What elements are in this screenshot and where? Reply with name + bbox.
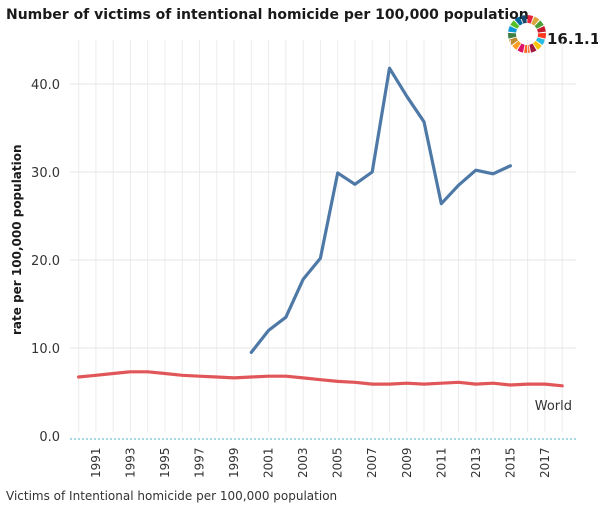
- sdg-wheel-segment: [508, 37, 519, 45]
- sdg-wheel-segment: [533, 40, 542, 50]
- x-tick-label: 2015: [503, 447, 517, 478]
- sdg-wheel-segment: [537, 32, 546, 39]
- y-tick-label: 20.0: [31, 254, 60, 269]
- x-tick-label: 1991: [89, 447, 103, 478]
- y-tick-label: 40.0: [31, 78, 60, 93]
- series-line: [76, 370, 564, 388]
- sdg-wheel-segment: [520, 15, 527, 24]
- x-tick-label: 2017: [538, 447, 552, 478]
- sdg-indicator-code: 16.1.1: [547, 30, 598, 48]
- sdg-wheel-segment: [517, 43, 525, 53]
- sdg-wheel-segment: [535, 37, 546, 45]
- y-tick-label: 0.0: [39, 430, 60, 445]
- x-tick-label: 1999: [227, 447, 241, 478]
- sdg-wheel-segment: [510, 20, 520, 29]
- chart-caption: Victims of Intentional homicide per 100,…: [6, 489, 338, 503]
- x-tick-label: 2013: [469, 447, 483, 478]
- sdg-wheel-segment: [527, 15, 534, 24]
- sdg-wheel-segment: [512, 40, 521, 50]
- sdg-wheel-segment: [524, 44, 530, 54]
- sdg-wheel-segment: [514, 16, 523, 26]
- series-line: [249, 66, 512, 354]
- x-tick-label: 2001: [262, 447, 276, 478]
- sdg-wheel-segment: [508, 26, 518, 33]
- sdg-wheel-segment: [529, 43, 537, 53]
- x-tick-label: 1997: [193, 447, 207, 478]
- series-label-world: World: [535, 399, 572, 414]
- x-tick-label: 1995: [158, 447, 172, 478]
- sdg-wheel-segment: [531, 16, 540, 26]
- sdg-wheel-segment: [536, 26, 546, 33]
- y-tick-label: 30.0: [31, 166, 60, 181]
- x-tick-label: 2007: [365, 447, 379, 478]
- sdg-wheel-segment: [508, 32, 517, 39]
- x-tick-label: 1993: [123, 447, 137, 478]
- sdg-wheel-segment: [534, 20, 544, 29]
- chart-title: Number of victims of intentional homicid…: [6, 7, 529, 23]
- x-tick-label: 2005: [331, 447, 345, 478]
- sdg-wheel-icon: [508, 15, 546, 54]
- x-tick-label: 2003: [296, 447, 310, 478]
- x-tick-label: 2011: [434, 447, 448, 478]
- x-tick-label: 2009: [400, 447, 414, 478]
- y-tick-label: 10.0: [31, 342, 60, 357]
